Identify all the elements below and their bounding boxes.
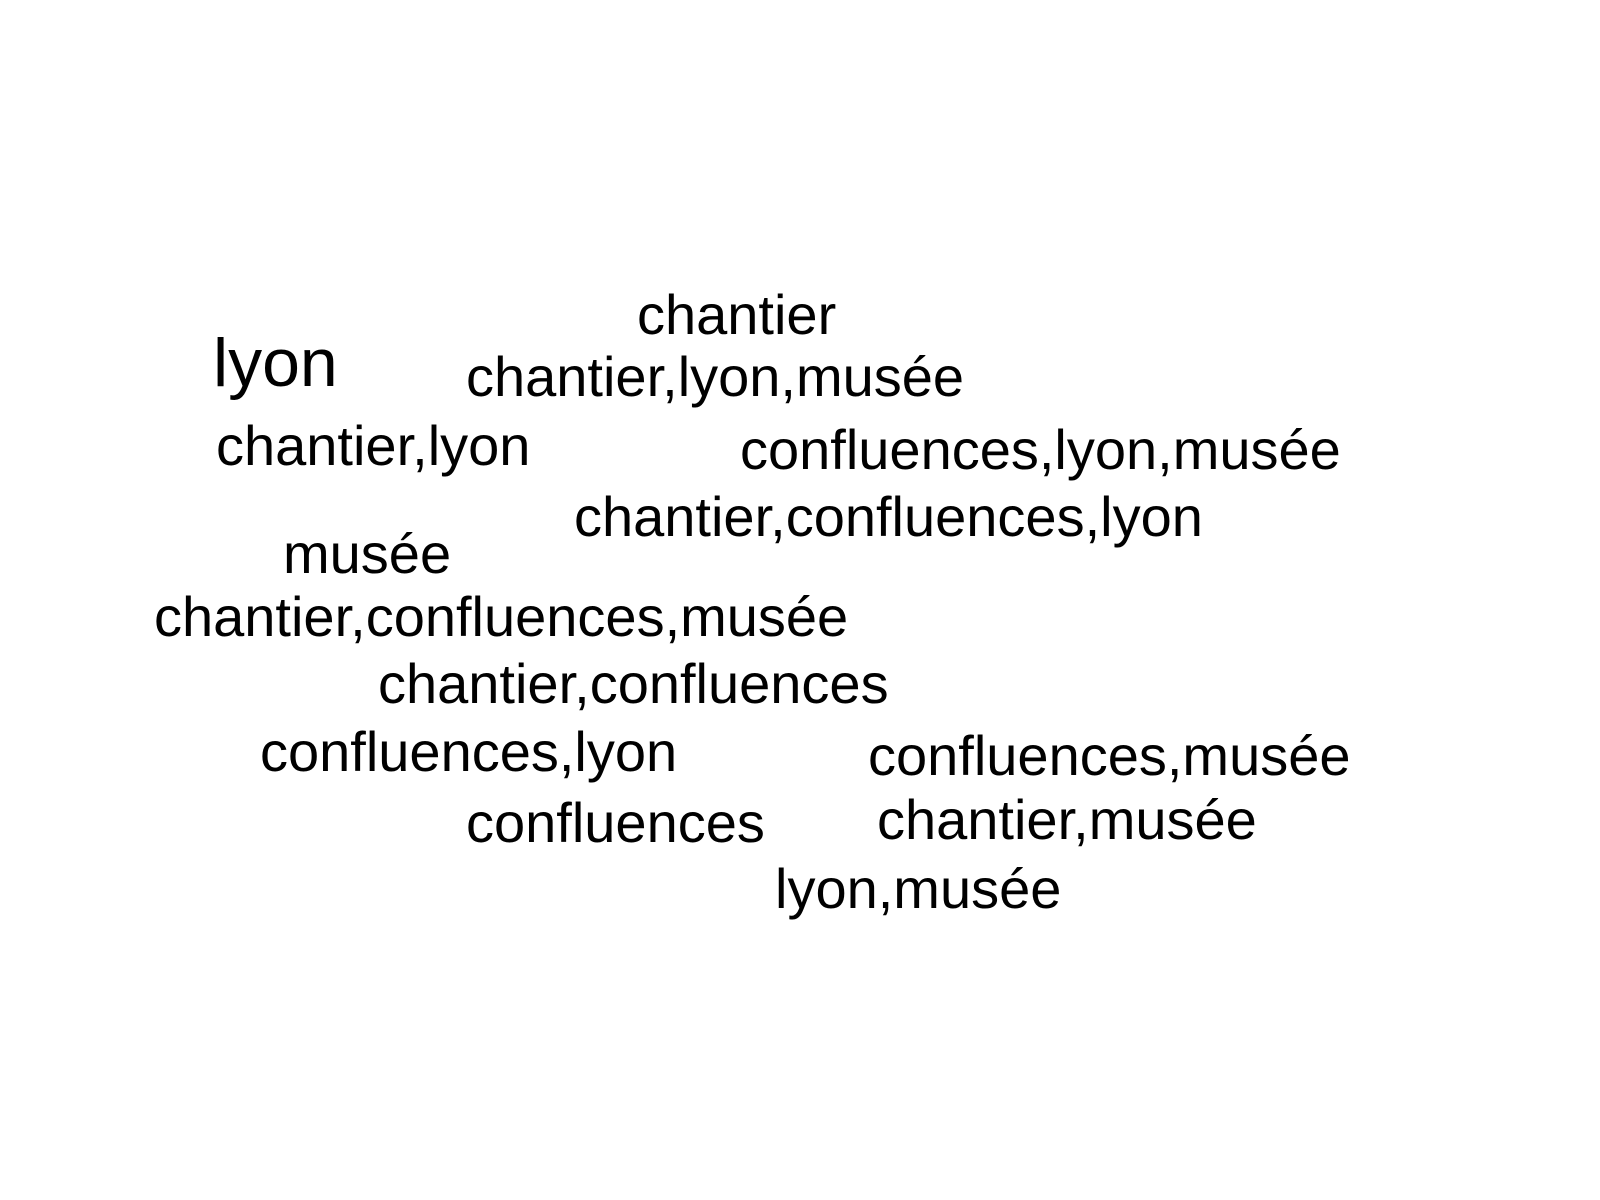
word-confluences: confluences (466, 791, 765, 854)
word-chantier-lyon-musee: chantier,lyon,musée (466, 345, 965, 408)
word-chantier-confluences: chantier,confluences (378, 652, 889, 715)
word-chantier-lyon: chantier,lyon (216, 414, 531, 477)
word-chantier: chantier (637, 283, 837, 346)
word-musee: musée (283, 522, 452, 585)
word-confluences-musee: confluences,musée (868, 724, 1351, 787)
word-lyon: lyon (213, 325, 338, 401)
word-chantier-confluences-musee: chantier,confluences,musée (154, 585, 849, 648)
word-confluences-lyon: confluences,lyon (260, 720, 678, 783)
word-confluences-lyon-musee: confluences,lyon,musée (740, 418, 1341, 481)
word-lyon-musee: lyon,musée (775, 857, 1062, 920)
word-chantier-confluences-lyon: chantier,confluences,lyon (574, 485, 1203, 548)
word-chantier-musee: chantier,musée (877, 788, 1257, 851)
